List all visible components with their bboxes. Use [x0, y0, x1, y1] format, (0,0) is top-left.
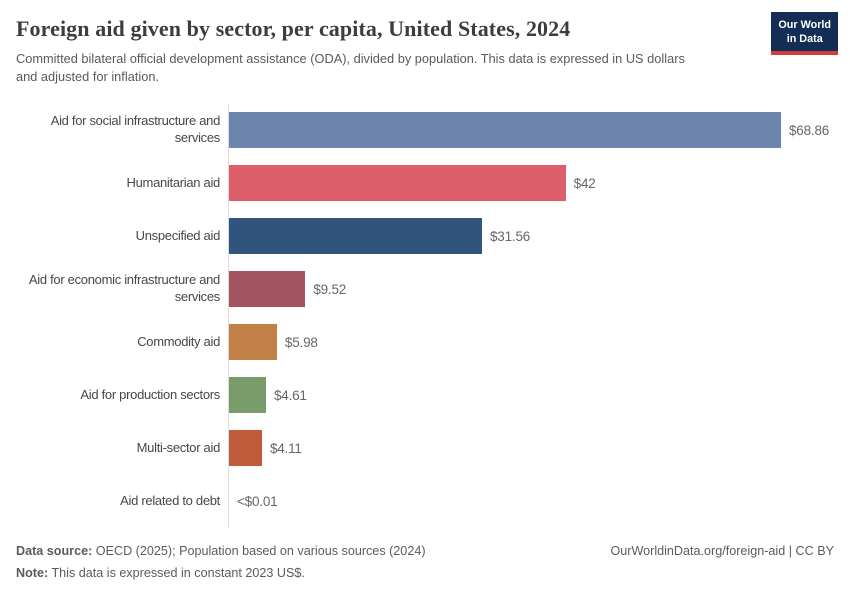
footer-left: Data source: OECD (2025); Population bas… — [16, 540, 426, 584]
value-label: $4.11 — [269, 440, 302, 456]
bar-track: $68.86 — [228, 103, 850, 157]
owid-logo-line1: Our World — [778, 19, 831, 31]
note-text: This data is expressed in constant 2023 … — [51, 566, 305, 580]
chart-row: Aid for social infrastructure and servic… — [0, 103, 850, 157]
owid-logo-line2: in Data — [786, 33, 823, 46]
bar[interactable] — [229, 271, 306, 308]
category-label: Aid for production sectors — [80, 386, 220, 402]
chart-row: Aid for economic infrastructure and serv… — [0, 262, 850, 316]
bar-chart: Aid for social infrastructure and servic… — [0, 103, 850, 528]
chart-subtitle: Committed bilateral official development… — [16, 51, 685, 84]
chart-footer: Data source: OECD (2025); Population bas… — [0, 540, 850, 584]
value-label: $4.61 — [273, 387, 307, 403]
value-label: <$0.01 — [237, 493, 278, 509]
bar-track: $9.52 — [228, 262, 850, 316]
chart-row: Multi-sector aid $4.11 — [0, 421, 850, 475]
bar-track: $31.56 — [228, 209, 850, 263]
data-source-label: Data source: — [16, 544, 93, 558]
bar-track: $4.61 — [228, 368, 850, 422]
bar[interactable] — [229, 165, 566, 202]
chart-row: Humanitarian aid $42 — [0, 156, 850, 210]
chart-row: Aid related to debt <$0.01 — [0, 474, 850, 528]
bar[interactable] — [229, 377, 266, 414]
category-label: Multi-sector aid — [136, 439, 221, 455]
bar-track: <$0.01 — [228, 474, 850, 528]
data-source-text: OECD (2025); Population based on various… — [95, 544, 426, 558]
chart-row: Aid for production sectors $4.61 — [0, 368, 850, 422]
value-label: $68.86 — [789, 122, 830, 138]
data-source-line: Data source: OECD (2025); Population bas… — [16, 540, 426, 562]
footer-link[interactable]: OurWorldinData.org/foreign-aid | CC BY — [610, 544, 834, 558]
bar-track: $4.11 — [228, 421, 850, 475]
bar-track: $42 — [228, 156, 850, 210]
bar[interactable] — [229, 324, 277, 361]
page-title: Foreign aid given by sector, per capita,… — [16, 16, 571, 41]
category-label: Unspecified aid — [135, 227, 221, 243]
value-label: $31.56 — [489, 228, 531, 244]
note-label: Note: — [16, 566, 49, 580]
chart-header: Foreign aid given by sector, per capita,… — [0, 0, 850, 86]
bar[interactable] — [229, 112, 781, 149]
chart-row: Unspecified aid $31.56 — [0, 209, 850, 263]
category-label: Commodity aid — [137, 333, 220, 349]
category-label: Aid for social infrastructure and servic… — [50, 113, 221, 146]
chart-row: Commodity aid $5.98 — [0, 315, 850, 369]
value-label: $5.98 — [284, 334, 318, 350]
bar[interactable] — [229, 430, 262, 467]
bar-track: $5.98 — [228, 315, 850, 369]
category-label: Aid related to debt — [120, 492, 220, 508]
category-label: Humanitarian aid — [126, 174, 221, 190]
owid-logo[interactable]: Our World in Data — [771, 12, 838, 56]
value-label: $9.52 — [313, 281, 347, 297]
bar[interactable] — [229, 218, 482, 255]
category-label: Aid for economic infrastructure and serv… — [28, 272, 220, 305]
value-label: $42 — [573, 175, 596, 191]
note-line: Note: This data is expressed in constant… — [16, 562, 426, 584]
